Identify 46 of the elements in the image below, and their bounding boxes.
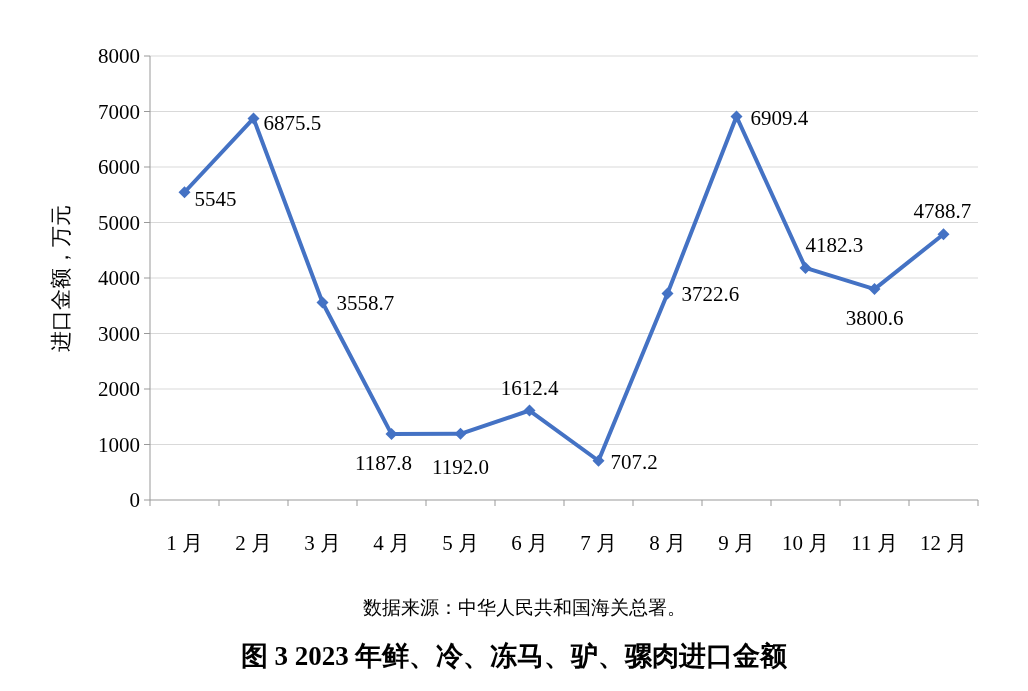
data-label: 4788.7 [913,199,972,224]
x-tick-label: 4 月 [373,531,410,555]
x-tick-label: 12 月 [919,531,968,555]
x-tick-label: 2 月 [235,531,272,555]
point [799,261,812,274]
point [937,228,950,241]
point [592,454,605,467]
x-tick-label: 5 月 [442,531,479,555]
data-label: 707.2 [610,449,658,474]
y-tick-label: 2000 [98,377,140,401]
text: 图 3 2023 年鲜、冷、冻马、驴、骡肉进口金额 [240,641,789,671]
x-tick-label: 8 月 [649,531,686,555]
x-tick-label: 6 月 [511,531,548,555]
data-label: 3722.6 [681,282,740,307]
y-axis-title: 进口金额，万元 [49,204,73,352]
data-label: 1612.4 [500,375,559,400]
data-label: 4182.3 [805,232,864,257]
data-label: 1187.8 [355,451,412,476]
y-tick-label: 6000 [98,155,140,179]
x-tick-label: 10 月 [781,531,830,555]
y-tick-label: 4000 [98,266,140,290]
data-label: 1192.0 [432,454,489,479]
x-tick-label: 7 月 [580,531,617,555]
x-tick-label: 1 月 [166,531,203,555]
data-label: 3558.7 [336,291,395,316]
point [523,404,536,417]
data-label: 6875.5 [263,111,322,136]
y-tick-label: 8000 [98,44,140,68]
y-tick-label: 3000 [98,321,140,346]
point [178,186,191,199]
y-tick-label: 5000 [98,210,140,235]
y-tick-label: 0 [129,488,140,512]
data-label: 6909.4 [750,105,809,130]
y-tick-label: 7000 [98,99,140,124]
point [661,287,674,300]
source-note: 数据来源：中华人民共和国海关总署。 [362,597,686,618]
data-label: 5545 [194,187,237,212]
point [730,110,743,123]
point [316,296,329,309]
x-tick-label: 11 月 [851,531,898,555]
data-label: 3800.6 [845,306,904,331]
x-tick-label: 9 月 [718,531,755,555]
point [247,112,260,125]
x-tick-label: 3 月 [304,531,341,555]
y-tick-label: 1000 [98,432,140,457]
point [868,283,881,296]
